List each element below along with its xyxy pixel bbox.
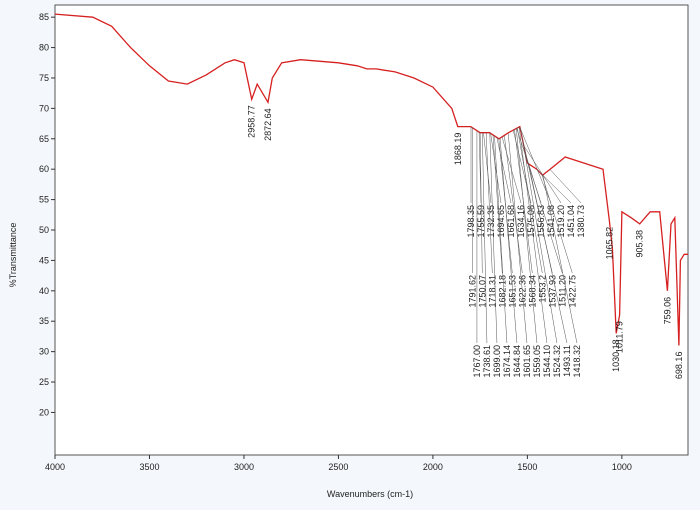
x-tick-label: 3000 — [234, 462, 254, 472]
peak-label: 1065.82 — [604, 227, 614, 260]
peak-label: 1798.35 — [466, 205, 476, 238]
y-tick-label: 80 — [39, 43, 49, 53]
peak-leader — [489, 132, 498, 344]
peak-leader — [536, 168, 572, 204]
peak-leader — [492, 134, 503, 274]
peak-label: 1718.31 — [487, 275, 497, 308]
peak-label: 1634.16 — [516, 205, 526, 238]
y-tick-label: 70 — [39, 103, 49, 113]
peak-leader — [499, 138, 518, 344]
peak-label: 1767.00 — [472, 345, 482, 378]
peak-label: 1661.68 — [506, 205, 516, 238]
x-tick-label: 1000 — [612, 462, 632, 472]
peak-leader — [517, 127, 543, 274]
peak-label: 1738.61 — [482, 345, 492, 378]
peak-label: 1030.18 — [611, 339, 621, 372]
peak-label: 1732.35 — [486, 205, 496, 238]
peak-leader — [522, 140, 558, 344]
peak-leader — [507, 132, 528, 344]
peak-label: 1451.04 — [566, 205, 576, 238]
peak-leader — [542, 174, 578, 344]
peak-leader — [490, 133, 502, 204]
peak-label: 698.16 — [674, 352, 684, 380]
peak-leader — [528, 163, 568, 344]
x-tick-label: 3500 — [139, 462, 159, 472]
peak-leader — [525, 152, 563, 274]
x-tick-label: 2000 — [423, 462, 443, 472]
y-tick-label: 85 — [39, 12, 49, 22]
peak-label: 1541.08 — [546, 205, 556, 238]
peak-label: 1422.75 — [567, 275, 577, 308]
plot-frame — [54, 4, 689, 456]
peak-label: 759.06 — [662, 297, 672, 325]
peak-label: 1559.05 — [532, 345, 542, 378]
peak-label: 2958.77 — [247, 105, 257, 138]
peak-label: 1537.93 — [547, 275, 557, 308]
peak-label: 1674.14 — [502, 345, 512, 378]
peak-leader — [494, 135, 508, 344]
y-tick-label: 75 — [39, 73, 49, 83]
peak-leader — [523, 145, 562, 204]
peak-label: 1519.20 — [556, 205, 566, 238]
peak-label: 2872.64 — [263, 108, 273, 141]
peak-label: 1750.07 — [477, 275, 487, 308]
x-axis-label: Wavenumbers (cm-1) — [327, 489, 413, 499]
peak-label: 1524.32 — [552, 345, 562, 378]
peak-label: 1791.62 — [467, 275, 477, 308]
x-tick-label: 1500 — [517, 462, 537, 472]
y-tick-label: 55 — [39, 195, 49, 205]
peak-leader — [478, 132, 482, 204]
peak-label: 1651.53 — [507, 275, 517, 308]
y-tick-label: 45 — [39, 255, 49, 265]
y-tick-label: 20 — [39, 407, 49, 417]
peak-leader — [496, 137, 512, 204]
peak-label: 1601.65 — [522, 345, 532, 378]
peak-label: 1694.65 — [496, 205, 506, 238]
y-tick-label: 65 — [39, 134, 49, 144]
peak-leader — [504, 135, 523, 274]
peak-label: 905.38 — [635, 230, 645, 258]
peak-label: 1418.32 — [572, 345, 582, 378]
peak-label: 1011.79 — [615, 321, 625, 353]
y-tick-label: 60 — [39, 164, 49, 174]
peak-leader — [479, 132, 483, 274]
x-tick-label: 4000 — [45, 462, 65, 472]
peak-leader — [483, 132, 492, 204]
peak-label: 1868.19 — [453, 133, 463, 166]
y-tick-label: 40 — [39, 286, 49, 296]
peak-leader — [541, 174, 573, 274]
y-tick-label: 25 — [39, 377, 49, 387]
peak-leader — [518, 127, 548, 344]
peak-label: 1568.34 — [527, 275, 537, 308]
peak-label: 1511.20 — [557, 275, 567, 307]
x-tick-label: 2500 — [328, 462, 348, 472]
peak-label: 1493.11 — [562, 345, 572, 377]
peak-label: 1755.59 — [476, 205, 486, 238]
y-tick-label: 30 — [39, 347, 49, 357]
peak-leader — [515, 128, 538, 344]
peak-label: 1380.73 — [576, 205, 586, 238]
peak-leader — [549, 169, 582, 204]
peak-label: 1682.18 — [497, 275, 507, 308]
peak-label: 1699.00 — [492, 345, 502, 378]
y-axis-label: %Transmittance — [8, 223, 18, 288]
peak-label: 1644.84 — [512, 345, 522, 378]
y-tick-label: 35 — [39, 316, 49, 326]
peak-leader — [482, 132, 488, 344]
peak-label: 1553.2 — [537, 275, 547, 303]
peak-leader — [485, 132, 493, 274]
peak-label: 1544.10 — [542, 345, 552, 378]
y-tick-label: 50 — [39, 225, 49, 235]
